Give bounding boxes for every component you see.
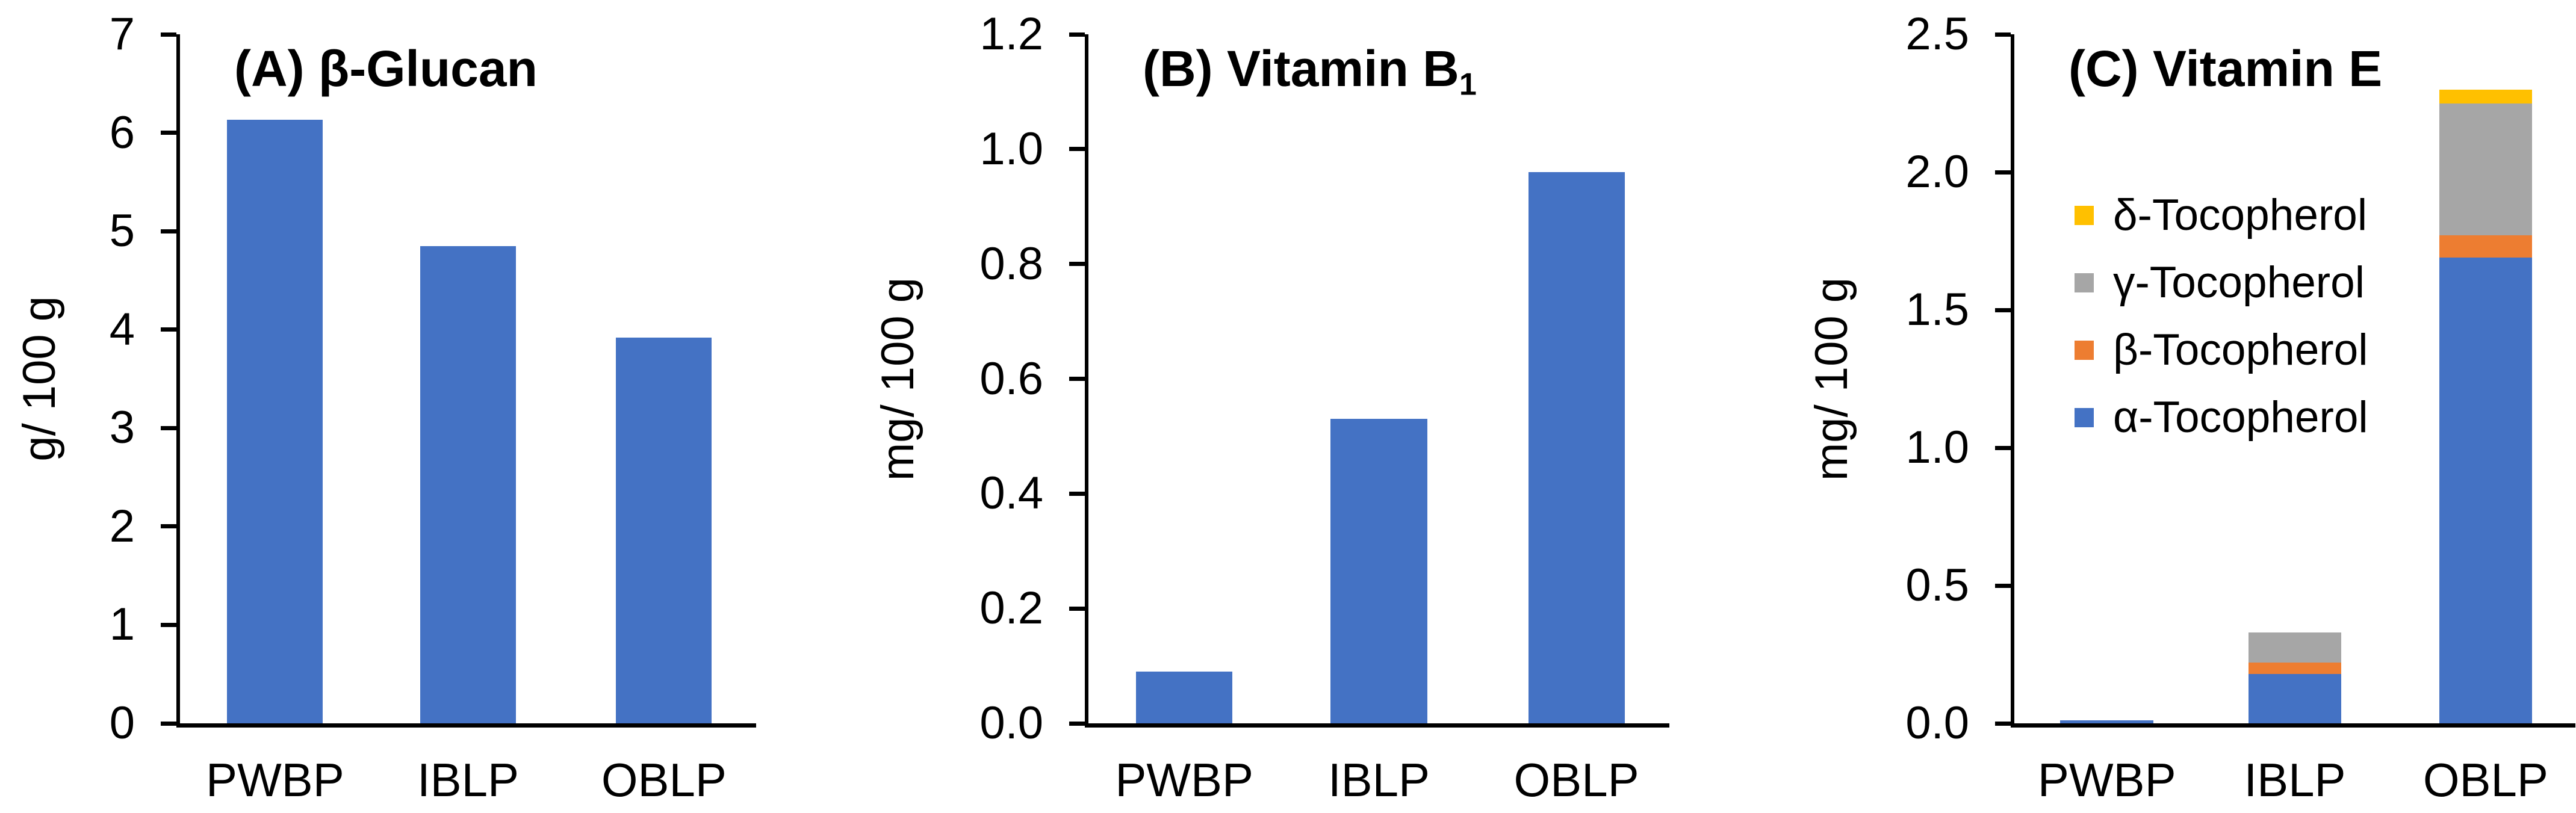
y-tick-label: 7: [109, 8, 135, 60]
legend-label: δ-Tocopherol: [2113, 191, 2368, 240]
y-tick-label: 2.5: [1905, 8, 1969, 60]
legend-item: β-Tocopherol: [2075, 324, 2368, 376]
legend-swatch-icon: [2075, 273, 2094, 293]
x-axis-label-OBLP: OBLP: [601, 753, 727, 806]
chart-panel-vitamin-b1: mg/ 100 g (B) Vitamin B1 0.0 0.2 0.4 0.6 0.8…: [858, 0, 1717, 813]
bar-segment-OBLP-δ-Tocopherol: [2439, 89, 2533, 104]
y-tick-mark: [161, 425, 176, 430]
y-tick-mark: [1995, 445, 2011, 450]
legend-swatch-icon: [2075, 341, 2094, 360]
bar-IBLP: [1330, 419, 1427, 723]
y-tick-label: 1.2: [979, 8, 1043, 60]
chart-panel-beta-glucan: g/ 100 g (A) β-Glucan 0 1 2 3 4 5 6 7 PWBP IBLP OB…: [0, 0, 858, 813]
legend-item: δ-Tocopherol: [2075, 190, 2368, 241]
chart-title: (A) β-Glucan: [234, 43, 538, 94]
legend-swatch-icon: [2075, 408, 2094, 428]
x-axis-label-IBLP: IBLP: [2244, 753, 2346, 806]
y-tick-label: 0.2: [979, 583, 1043, 634]
bar-PWBP: [1136, 672, 1233, 723]
y-tick-label: 0.5: [1905, 560, 1969, 611]
legend-item: γ-Tocopherol: [2075, 257, 2368, 309]
y-tick-label: 4: [109, 303, 135, 355]
y-tick-label: 2.0: [1905, 146, 1969, 197]
y-axis-label-text: g/ 100 g: [13, 296, 65, 462]
y-tick-label: 2: [109, 500, 135, 552]
y-tick-mark: [161, 327, 176, 332]
x-axis-label-OBLP: OBLP: [2422, 753, 2548, 806]
y-tick-label: 0.0: [1905, 697, 1969, 749]
y-tick-mark: [1069, 377, 1085, 381]
x-axis-label-IBLP: IBLP: [1327, 753, 1430, 806]
chart-panel-vitamin-e: mg/ 100 g (C) Vitamin E δ-Tocopherol γ-To…: [1717, 0, 2576, 813]
y-tick-label: 0.0: [979, 697, 1043, 749]
chart-title-text: (A) β-Glucan: [234, 40, 538, 97]
y-tick-mark: [1069, 491, 1085, 496]
legend-item: α-Tocopherol: [2075, 392, 2368, 444]
y-tick-mark: [161, 131, 176, 135]
y-tick-mark: [1069, 721, 1085, 726]
y-tick-label: 5: [109, 205, 135, 257]
y-tick-label: 3: [109, 402, 135, 454]
chart-title: (B) Vitamin B1: [1143, 43, 1477, 100]
y-tick-mark: [1069, 262, 1085, 267]
y-tick-mark: [1995, 583, 2011, 588]
y-tick-mark: [1069, 32, 1085, 37]
y-tick-label: 0: [109, 697, 135, 749]
y-tick-label: 0.4: [979, 468, 1043, 519]
x-axis-label-PWBP: PWBP: [1115, 753, 1254, 806]
bar-OBLP: [1528, 172, 1625, 723]
bar-segment-IBLP-γ-Tocopherol: [2248, 632, 2342, 663]
y-tick-label: 1.0: [1905, 422, 1969, 473]
y-tick-mark: [1995, 32, 2011, 37]
y-tick-mark: [161, 229, 176, 233]
plot-area-C: (C) Vitamin E δ-Tocopherol γ-Tocopherol β-…: [1905, 11, 2575, 803]
bar-segment-OBLP-α-Tocopherol: [2439, 257, 2533, 723]
bar-segment-IBLP-β-Tocopherol: [2248, 663, 2342, 674]
legend-swatch-icon: [2075, 206, 2094, 226]
y-tick-mark: [1069, 606, 1085, 611]
legend-label: β-Tocopherol: [2113, 326, 2368, 375]
y-axis-label-text: mg/ 100 g: [1805, 277, 1857, 481]
y-tick-label: 1: [109, 599, 135, 651]
bar-segment-PWBP-α-Tocopherol: [2060, 720, 2154, 723]
bar-segment-OBLP-β-Tocopherol: [2439, 235, 2533, 258]
plot-area-B: (B) Vitamin B1 0.0 0.2 0.4 0.6 0.8 1.0 1.2 PWBP…: [979, 11, 1669, 803]
y-tick-label: 0.6: [979, 353, 1043, 404]
x-axis-label-PWBP: PWBP: [206, 753, 344, 806]
chart-title-subscript: 1: [1459, 67, 1477, 102]
plot-area-A: (A) β-Glucan 0 1 2 3 4 5 6 7 PWBP IBLP OBLP: [110, 11, 756, 803]
legend: δ-Tocopherol γ-Tocopherol β-Tocopherol α-To…: [2075, 190, 2368, 444]
chart-title-text: (C) Vitamin E: [2069, 40, 2383, 97]
y-axis-label-text: mg/ 100 g: [872, 277, 923, 481]
y-tick-mark: [1995, 721, 2011, 726]
y-tick-mark: [1995, 308, 2011, 312]
y-tick-mark: [161, 622, 176, 627]
y-tick-mark: [161, 524, 176, 529]
y-tick-mark: [161, 32, 176, 37]
bar-IBLP: [420, 246, 516, 723]
bar-OBLP: [616, 337, 712, 723]
y-axis-label: mg/ 100 g: [1792, 34, 1870, 723]
bar-segment-IBLP-α-Tocopherol: [2248, 673, 2342, 723]
y-tick-mark: [1069, 147, 1085, 152]
chart-title: (C) Vitamin E: [2069, 43, 2382, 94]
y-tick-label: 6: [109, 107, 135, 158]
y-axis-label: g/ 100 g: [0, 34, 78, 723]
y-axis-label: mg/ 100 g: [858, 34, 937, 723]
x-axis-label-PWBP: PWBP: [2037, 753, 2176, 806]
y-tick-label: 1.0: [979, 123, 1043, 175]
y-tick-mark: [161, 721, 176, 726]
y-tick-label: 1.5: [1905, 284, 1969, 335]
y-tick-label: 0.8: [979, 238, 1043, 289]
legend-label: γ-Tocopherol: [2113, 258, 2365, 308]
y-tick-mark: [1995, 170, 2011, 175]
x-axis-label-OBLP: OBLP: [1513, 753, 1639, 806]
bar-PWBP: [227, 120, 323, 723]
x-axis-label-IBLP: IBLP: [417, 753, 520, 806]
bar-segment-OBLP-γ-Tocopherol: [2439, 103, 2533, 236]
chart-title-text: (B) Vitamin B: [1143, 40, 1459, 97]
legend-label: α-Tocopherol: [2113, 393, 2368, 442]
